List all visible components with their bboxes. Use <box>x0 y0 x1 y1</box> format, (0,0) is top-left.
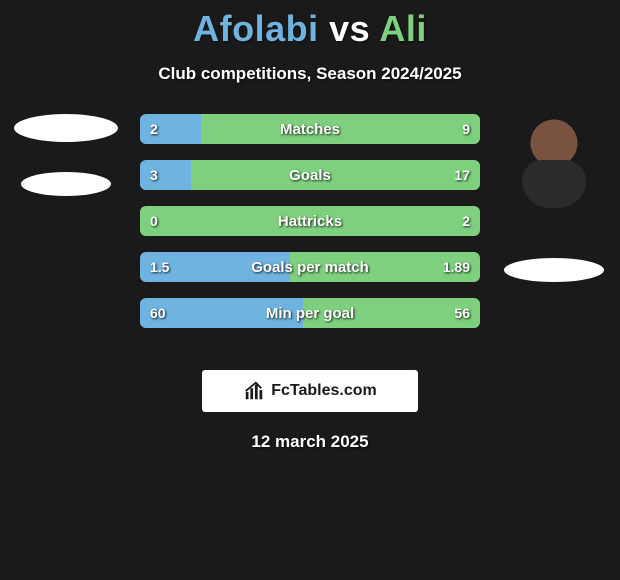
title-player-a: Afolabi <box>193 8 319 49</box>
crest-icon <box>504 258 604 282</box>
stat-row: 29Matches <box>140 114 480 144</box>
player-right-panel <box>494 114 614 282</box>
player-left-panel <box>6 114 126 196</box>
title-player-b: Ali <box>379 8 427 49</box>
title-vs: vs <box>319 8 380 49</box>
comparison-bars: 29Matches 317Goals 02Hattricks 1.51.89Goals… <box>140 114 480 344</box>
crest-icon <box>21 172 111 196</box>
bar-right-fill <box>303 298 480 328</box>
bar-right-fill <box>191 160 480 190</box>
bar-left-fill <box>140 160 191 190</box>
bar-right-fill <box>290 252 480 282</box>
subtitle: Club competitions, Season 2024/2025 <box>0 64 620 84</box>
bar-right-fill <box>201 114 480 144</box>
stat-row: 02Hattricks <box>140 206 480 236</box>
bar-left-fill <box>140 114 201 144</box>
brand-badge: FcTables.com <box>202 370 418 412</box>
avatar <box>504 118 604 218</box>
stat-row: 1.51.89Goals per match <box>140 252 480 282</box>
bar-left-fill <box>140 298 303 328</box>
comparison-stage: 29Matches 317Goals 02Hattricks 1.51.89Goals… <box>0 114 620 354</box>
bar-left-fill <box>140 252 290 282</box>
stat-row: 317Goals <box>140 160 480 190</box>
bar-right-fill <box>140 206 480 236</box>
page-title: Afolabi vs Ali <box>0 0 620 50</box>
date-label: 12 march 2025 <box>0 432 620 452</box>
chart-icon <box>243 380 265 402</box>
crest-icon <box>14 114 118 142</box>
stat-row: 6056Min per goal <box>140 298 480 328</box>
brand-text: FcTables.com <box>271 382 377 400</box>
